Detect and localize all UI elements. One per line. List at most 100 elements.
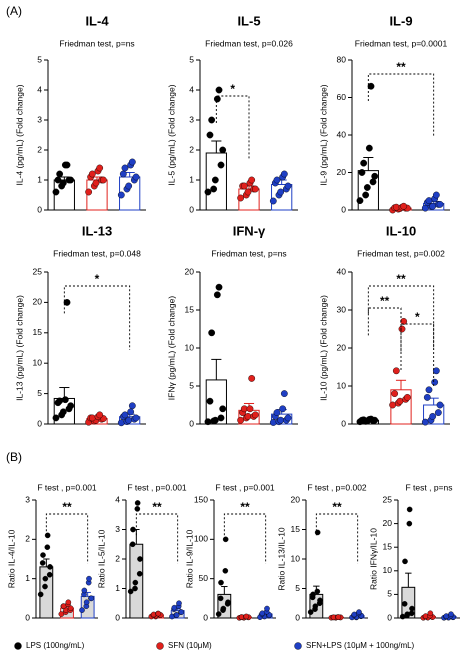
data-point [429,202,437,210]
data-point [314,529,321,536]
chart-title: IL-13 [82,223,112,238]
y-tick-label: 0 [189,418,194,428]
y-tick-label: 1 [25,573,30,583]
data-point [42,575,49,582]
y-tick-label: 10 [337,380,347,390]
significance-bracket [367,285,435,350]
data-point [284,414,292,422]
data-point [134,506,141,512]
y-tick-label: 3 [115,524,120,534]
data-point [280,390,288,397]
data-point [215,86,223,94]
y-tick-label: 50 [199,573,209,583]
data-point [44,544,51,551]
chart-subtitle: F test , p=0.001 [127,482,187,492]
data-point [251,185,259,193]
data-point [284,182,292,190]
chart-subtitle: F test , p=0.001 [37,482,97,492]
data-point [65,599,72,606]
data-point [400,317,408,325]
data-point [398,325,406,333]
data-point [423,393,431,401]
y-tick-label: 20 [383,518,393,528]
data-point [134,500,141,506]
y-axis-label: Ratio IL-9/IL-10 [184,529,194,588]
data-point [280,170,288,178]
data-point [42,583,48,590]
data-point [46,571,53,578]
data-point [367,415,375,423]
data-point [92,179,100,187]
chart-title: IL-4 [85,13,109,28]
y-tick-label: 0 [37,204,42,214]
significance-label: ** [396,60,406,74]
data-point [365,144,373,152]
data-point [56,397,64,405]
data-point [248,374,256,382]
y-tick-label: 4 [189,84,194,94]
significance-label: ** [62,500,72,514]
y-tick-label: 25 [383,494,393,504]
y-tick-label: 10 [291,553,301,563]
data-point [360,416,368,424]
data-point [86,575,92,582]
y-tick-label: 25 [33,266,43,276]
y-axis-label: IL-5 (pg/mL) (Fold change) [166,84,176,185]
y-tick-label: 40 [337,266,347,276]
data-point [243,613,250,620]
data-point [425,386,433,394]
data-point [436,401,444,409]
data-point [204,188,212,196]
y-tick-label: 0 [387,612,392,622]
data-point [37,591,44,598]
y-axis-label: IL-9 (pg/mL) (Fold change) [318,84,328,185]
data-point [63,298,71,306]
data-point [222,536,229,543]
y-tick-label: 3 [189,114,194,124]
data-point [269,419,277,426]
data-point [213,95,221,103]
data-point [220,605,227,612]
data-point [99,176,107,184]
data-point [83,599,90,606]
significance-bracket [45,513,89,564]
data-point [137,556,143,562]
legend-label: LPS (100ng/mL) [26,641,85,650]
data-point [237,194,245,202]
y-tick-label: 10 [185,342,195,352]
y-tick-label: 20 [337,342,347,352]
data-point [121,164,129,172]
data-point [392,367,400,375]
y-tick-label: 3 [25,494,30,504]
data-point [47,564,53,570]
data-point [244,188,252,196]
y-tick-label: 2 [115,553,120,563]
data-point [204,418,212,426]
y-tick-label: 3 [37,114,42,124]
data-point [67,605,74,611]
significance-label: ** [332,500,342,514]
data-point [356,609,362,615]
data-point [63,161,71,169]
data-point [406,506,413,513]
data-point [215,611,222,617]
data-point [317,597,323,604]
data-point [264,605,270,612]
data-point [237,416,245,424]
y-tick-label: 5 [387,589,392,599]
data-point [367,82,375,90]
significance-bracket [315,513,359,564]
y-tick-label: 2 [37,144,42,154]
data-point [219,146,227,154]
data-point [211,416,219,424]
chart-subtitle: Friedman test, p=ns [211,248,286,258]
data-point [356,197,364,205]
legend-marker [156,642,164,650]
data-point [127,588,134,595]
y-tick-label: 0 [25,612,30,622]
y-axis-label: Ratio IL-4/IL-10 [6,529,16,588]
y-tick-label: 0 [295,612,300,622]
data-point [136,570,143,577]
data-point [52,188,60,196]
data-point [81,587,88,594]
